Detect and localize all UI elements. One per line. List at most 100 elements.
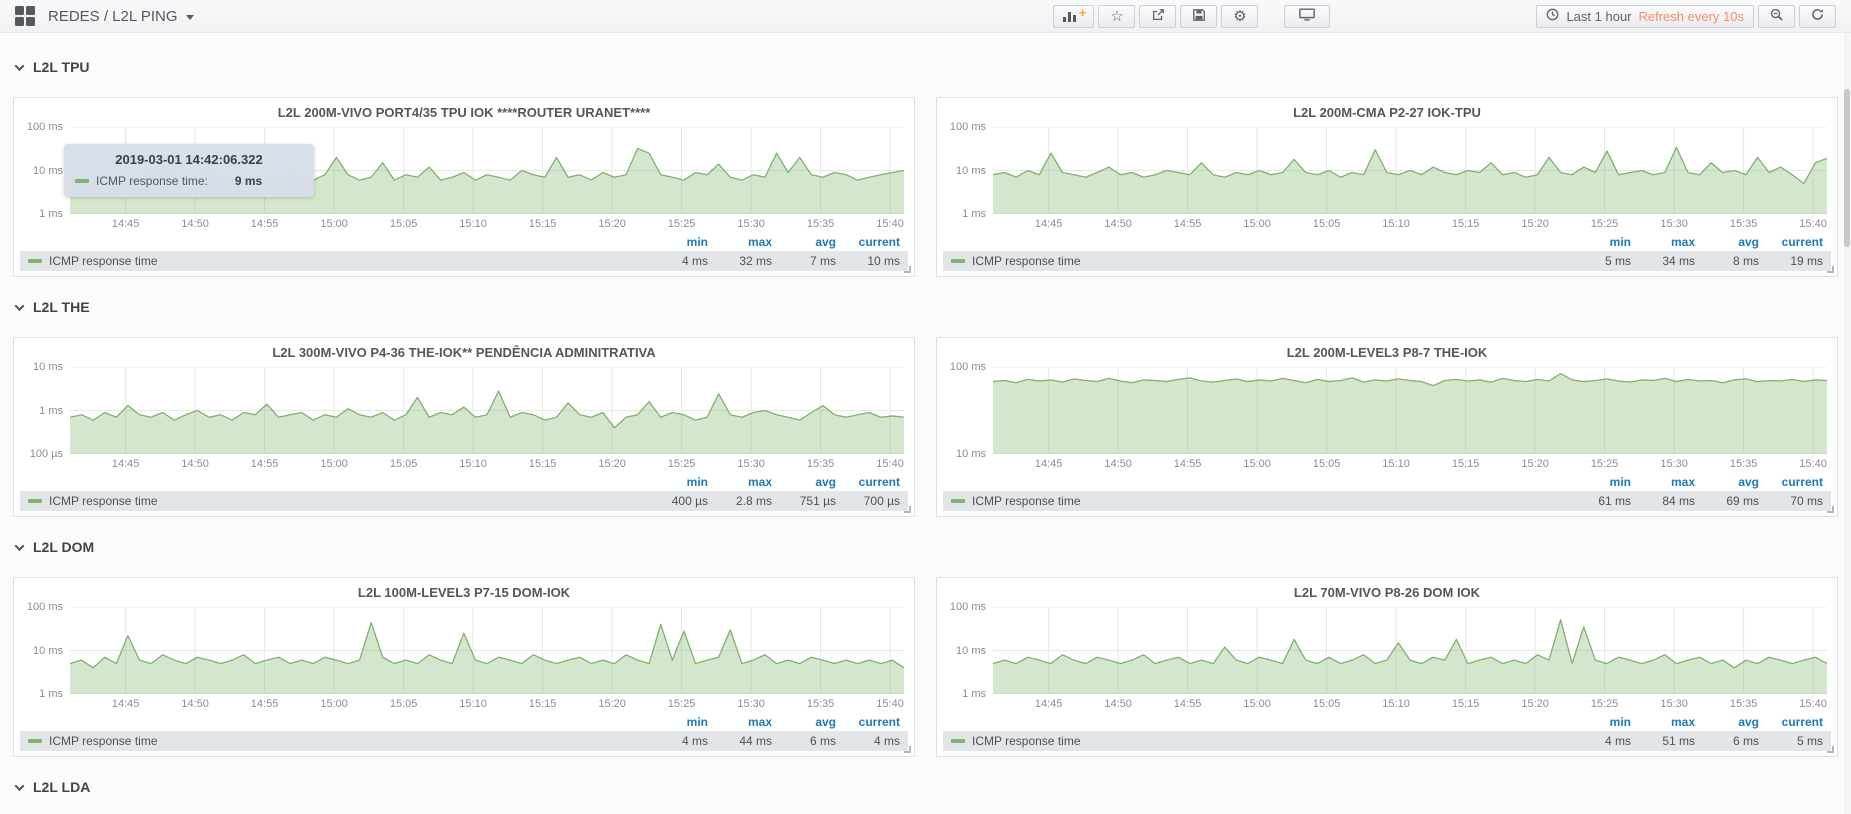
row-header-l2l-the[interactable]: L2L THE bbox=[13, 285, 1838, 329]
save-icon bbox=[1192, 8, 1206, 25]
plot-area[interactable] bbox=[993, 607, 1827, 694]
legend-sort-avg[interactable]: avg bbox=[1738, 474, 1759, 489]
x-tick-label: 15:35 bbox=[806, 218, 835, 230]
legend-sort-max[interactable]: max bbox=[1670, 714, 1695, 729]
x-tick-label: 15:25 bbox=[667, 698, 696, 710]
plot-area[interactable] bbox=[70, 607, 904, 694]
legend-sort-avg[interactable]: avg bbox=[815, 714, 836, 729]
scrollbar[interactable] bbox=[1844, 33, 1850, 814]
y-tick-label: 100 ms bbox=[949, 121, 986, 133]
chevron-down-icon bbox=[14, 60, 25, 71]
legend-sort-min[interactable]: min bbox=[1609, 714, 1631, 729]
x-axis: 14:45 14:50 14:55 15:00 15:05 15:10 15:15 15:20… bbox=[993, 216, 1827, 233]
grafana-logo[interactable] bbox=[15, 6, 35, 26]
legend-sort-current[interactable]: current bbox=[858, 234, 900, 249]
chart-area: 100 ms 10 ms 1 ms bbox=[937, 601, 1837, 700]
zoom-out-button[interactable] bbox=[1758, 4, 1795, 28]
legend-sort-max[interactable]: max bbox=[747, 714, 772, 729]
x-tick-label: 15:20 bbox=[598, 218, 626, 230]
legend-min-value: 5 ms bbox=[1604, 254, 1631, 268]
panel-resize-handle[interactable] bbox=[1827, 746, 1834, 753]
panel-title[interactable]: L2L 70M-VIVO P8-26 DOM IOK bbox=[1293, 585, 1481, 600]
tv-mode-button[interactable] bbox=[1284, 4, 1331, 28]
panel-title[interactable]: L2L 200M-VIVO PORT4/35 TPU IOK ****ROUTE… bbox=[277, 105, 651, 120]
y-axis: 100 ms 10 ms 1 ms bbox=[943, 601, 993, 700]
legend-series-toggle[interactable]: ICMP response time bbox=[951, 494, 1081, 508]
legend-sort-max[interactable]: max bbox=[747, 234, 772, 249]
settings-button[interactable]: ⚙ bbox=[1221, 4, 1259, 28]
panel-title[interactable]: L2L 300M-VIVO P4-36 THE-IOK** PENDÊNCIA … bbox=[272, 345, 656, 360]
legend-sort-min[interactable]: min bbox=[686, 234, 708, 249]
x-tick-label: 15:30 bbox=[737, 218, 765, 230]
x-tick-label: 15:35 bbox=[1729, 458, 1758, 470]
save-button[interactable] bbox=[1180, 4, 1218, 28]
logo-square bbox=[26, 6, 35, 15]
scrollbar-thumb[interactable] bbox=[1844, 89, 1850, 247]
x-tick-label: 15:00 bbox=[1243, 698, 1271, 710]
legend-current-value: 5 ms bbox=[1796, 734, 1823, 748]
panel-title[interactable]: L2L 200M-CMA P2-27 IOK-TPU bbox=[1293, 105, 1481, 120]
legend-sort-min[interactable]: min bbox=[686, 714, 708, 729]
star-button[interactable]: ☆ bbox=[1098, 4, 1136, 28]
y-tick-label: 100 ms bbox=[26, 601, 63, 613]
x-tick-label: 15:25 bbox=[1590, 458, 1619, 470]
legend-sort-current[interactable]: current bbox=[1781, 714, 1823, 729]
x-tick-label: 14:50 bbox=[181, 698, 209, 710]
legend-sort-avg[interactable]: avg bbox=[815, 474, 836, 489]
legend-series-toggle[interactable]: ICMP response time bbox=[28, 254, 158, 268]
row-header-l2l-tpu[interactable]: L2L TPU bbox=[13, 45, 1838, 89]
panel-title[interactable]: L2L 100M-LEVEL3 P7-15 DOM-IOK bbox=[357, 585, 571, 600]
legend-header: min max avg current bbox=[14, 713, 914, 730]
row-header-l2l-dom[interactable]: L2L DOM bbox=[13, 525, 1838, 569]
legend-sort-avg[interactable]: avg bbox=[1738, 714, 1759, 729]
series-label: ICMP response time bbox=[972, 734, 1081, 748]
series-color-dash-icon bbox=[28, 499, 42, 503]
legend-sort-current[interactable]: current bbox=[1781, 234, 1823, 249]
legend-series-toggle[interactable]: ICMP response time bbox=[28, 494, 158, 508]
legend-sort-min[interactable]: min bbox=[1609, 234, 1631, 249]
refresh-button[interactable] bbox=[1799, 4, 1836, 28]
caret-down-icon bbox=[185, 14, 194, 20]
legend-sort-max[interactable]: max bbox=[747, 474, 772, 489]
x-tick-label: 15:30 bbox=[1660, 218, 1688, 230]
legend-sort-avg[interactable]: avg bbox=[1738, 234, 1759, 249]
panel-resize-handle[interactable] bbox=[904, 746, 911, 753]
legend-series-toggle[interactable]: ICMP response time bbox=[28, 734, 158, 748]
legend-max-value: 44 ms bbox=[739, 734, 772, 748]
legend-current-value: 700 µs bbox=[863, 494, 900, 508]
add-panel-button[interactable]: + bbox=[1053, 4, 1095, 28]
monitor-icon bbox=[1299, 8, 1316, 24]
legend-sort-current[interactable]: current bbox=[858, 714, 900, 729]
row-header-l2l-lda[interactable]: L2L LDA bbox=[13, 765, 1838, 809]
legend-sort-max[interactable]: max bbox=[1670, 474, 1695, 489]
x-tick-label: 15:15 bbox=[1451, 698, 1480, 710]
time-picker-button[interactable]: Last 1 hour Refresh every 10s bbox=[1536, 4, 1754, 28]
legend-sort-current[interactable]: current bbox=[1781, 474, 1823, 489]
chart-area: 10 ms 1 ms 100 µs bbox=[14, 361, 914, 460]
panel-resize-handle[interactable] bbox=[904, 506, 911, 513]
legend-series-toggle[interactable]: ICMP response time bbox=[951, 734, 1081, 748]
legend-sort-avg[interactable]: avg bbox=[815, 234, 836, 249]
legend-header: min max avg current bbox=[937, 233, 1837, 250]
legend-sort-max[interactable]: max bbox=[1670, 234, 1695, 249]
legend-sort-current[interactable]: current bbox=[858, 474, 900, 489]
x-tick-label: 15:05 bbox=[1312, 698, 1341, 710]
legend-min-value: 4 ms bbox=[681, 254, 708, 268]
panel-resize-handle[interactable] bbox=[1827, 266, 1834, 273]
panel-resize-handle[interactable] bbox=[1827, 506, 1834, 513]
plot-area[interactable] bbox=[70, 367, 904, 454]
legend-sort-min[interactable]: min bbox=[686, 474, 708, 489]
plot-area[interactable] bbox=[993, 367, 1827, 454]
legend-series-toggle[interactable]: ICMP response time bbox=[951, 254, 1081, 268]
panel-row: L2L 300M-VIVO P4-36 THE-IOK** PENDÊNCIA … bbox=[13, 337, 1838, 517]
legend-current-value: 4 ms bbox=[873, 734, 900, 748]
panel-5: L2L 70M-VIVO P8-26 DOM IOK 100 ms 10 ms 1 m… bbox=[936, 577, 1838, 757]
legend-current-value: 70 ms bbox=[1790, 494, 1823, 508]
panel-resize-handle[interactable] bbox=[904, 266, 911, 273]
legend-sort-min[interactable]: min bbox=[1609, 474, 1631, 489]
dashboard-title-picker[interactable]: REDES / L2L PING bbox=[48, 8, 194, 25]
panel-title[interactable]: L2L 200M-LEVEL3 P8-7 THE-IOK bbox=[1286, 345, 1488, 360]
x-tick-label: 14:50 bbox=[1104, 458, 1132, 470]
plot-area[interactable] bbox=[993, 127, 1827, 214]
share-button[interactable] bbox=[1139, 4, 1177, 28]
